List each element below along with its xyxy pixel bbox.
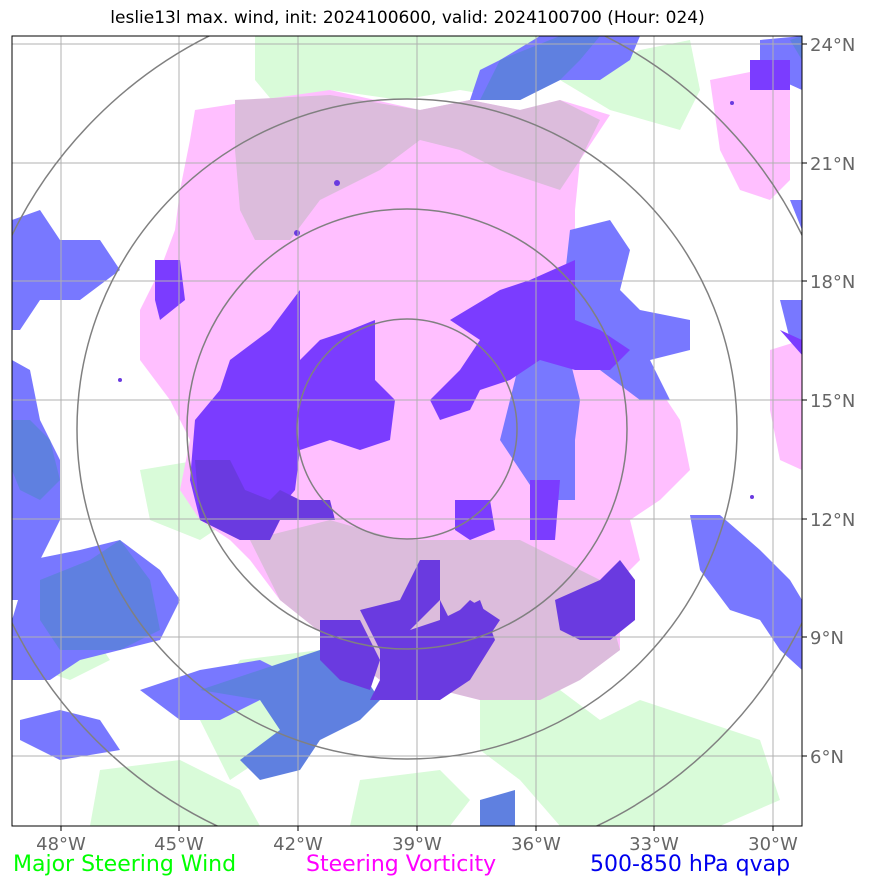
lon-tick-label: 39°W bbox=[392, 834, 442, 855]
range-ring-1 bbox=[296, 318, 518, 540]
graticule bbox=[12, 36, 802, 826]
map-title: leslie13l max. wind, init: 2024100600, v… bbox=[110, 8, 705, 28]
lat-labels: 24°N 21°N 18°N 15°N 12°N 9°N 6°N bbox=[810, 35, 855, 768]
lat-tick-label: 9°N bbox=[810, 628, 844, 649]
plot-frame bbox=[11, 35, 803, 827]
lat-tick-label: 15°N bbox=[810, 391, 855, 412]
lon-tick-label: 30°W bbox=[748, 834, 798, 855]
wind-layer bbox=[12, 36, 780, 826]
lat-tick-label: 6°N bbox=[810, 747, 844, 768]
lon-tick-label: 33°W bbox=[629, 834, 679, 855]
tick-marks bbox=[60, 43, 807, 831]
range-ring-2 bbox=[186, 208, 628, 650]
lon-tick-label: 42°W bbox=[273, 834, 323, 855]
range-rings bbox=[12, 36, 802, 826]
legend-wind: Major Steering Wind bbox=[13, 852, 237, 877]
lat-tick-label: 18°N bbox=[810, 272, 855, 293]
qvap-mixed-layer bbox=[12, 36, 802, 826]
lon-tick-label: 45°W bbox=[154, 834, 204, 855]
lon-tick-label: 48°W bbox=[36, 834, 86, 855]
qvap-strong-layer bbox=[155, 60, 802, 540]
legend-qvap: 500-850 hPa qvap bbox=[590, 852, 791, 877]
lat-tick-label: 24°N bbox=[810, 35, 855, 56]
lon-labels: 48°W 45°W 42°W 39°W 36°W 33°W 30°W bbox=[36, 834, 798, 855]
overlap-layer bbox=[235, 95, 620, 700]
lon-tick-label: 36°W bbox=[511, 834, 561, 855]
lat-tick-label: 12°N bbox=[810, 510, 855, 531]
range-ring-3 bbox=[76, 98, 738, 760]
legend-vorticity: Steering Vorticity bbox=[306, 852, 497, 877]
lat-tick-label: 21°N bbox=[810, 154, 855, 175]
